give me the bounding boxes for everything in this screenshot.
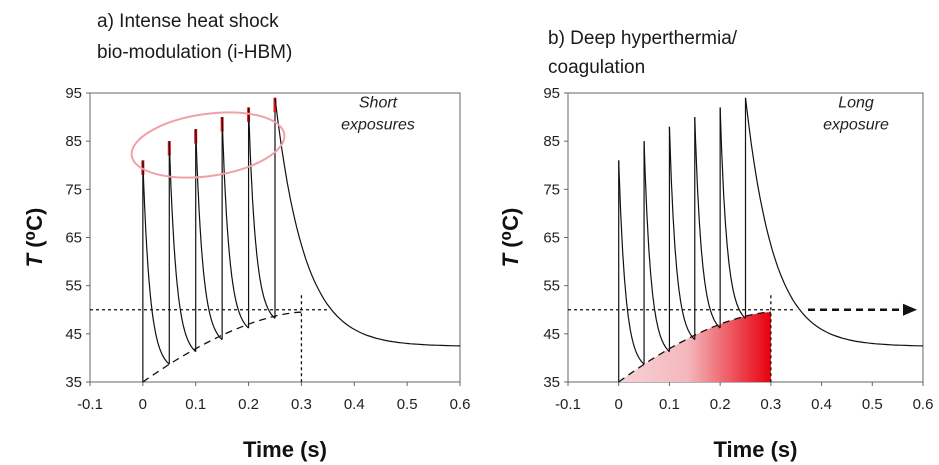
x-tick-label: 0.3	[291, 396, 312, 413]
y-tick-label: 75	[65, 181, 82, 198]
x-tick-label: -0.1	[555, 396, 581, 413]
x-tick-label: -0.1	[77, 396, 103, 413]
y-axis-label: T (⁰C)	[22, 208, 47, 268]
coagulation-area	[618, 312, 771, 382]
x-tick-label: 0	[139, 396, 147, 413]
panel-b-chart: b) Deep hyperthermia/coagulation 35 45 55 65…	[498, 28, 933, 462]
envelope-curve	[142, 311, 302, 383]
y-tick-label: 35	[543, 374, 560, 391]
annotation-line-2: exposures	[341, 116, 415, 133]
pulse-decay	[274, 97, 461, 347]
y-tick-label: 85	[543, 133, 560, 150]
x-tick-label: 0.1	[659, 396, 680, 413]
pulse-decay	[618, 160, 645, 365]
y-tick-label: 65	[543, 230, 560, 247]
y-tick-label: 85	[65, 133, 82, 150]
long-exposure-arrowhead	[903, 303, 917, 316]
y-tick-label: 55	[65, 278, 82, 295]
pulse-decay	[142, 160, 170, 365]
pulse-decay	[668, 126, 696, 341]
x-axis-label: Time (s)	[243, 437, 327, 462]
y-tick-label: 95	[65, 85, 82, 102]
y-tick-label: 65	[65, 230, 82, 247]
x-axis-label: Time (s)	[714, 437, 798, 462]
panel-a-chart: a) Intense heat shock bio-modulation (i-H…	[22, 11, 470, 462]
pulse-decay	[694, 117, 721, 329]
x-tick-label: 0.1	[185, 396, 206, 413]
pulse-decay	[643, 141, 670, 353]
pulse-decay	[719, 107, 746, 319]
pulse-decay	[221, 117, 249, 329]
y-tick-label: 45	[65, 326, 82, 343]
x-tick-label: 0.6	[913, 396, 934, 413]
y-axis-label: T (⁰C)	[498, 208, 523, 268]
chart-title-line-1: b) Deep hyperthermia/	[548, 28, 738, 49]
pulse-decay	[247, 107, 276, 319]
x-tick-label: 0.2	[238, 396, 259, 413]
annotation-line-1: Long	[838, 94, 874, 111]
x-tick-label: 0.2	[710, 396, 731, 413]
chart-title-line-2: bio-modulation (i-HBM)	[97, 42, 292, 63]
y-tick-label: 55	[543, 278, 560, 295]
chart-title-line-2: coagulation	[548, 57, 645, 78]
x-tick-label: 0.5	[397, 396, 418, 413]
x-tick-label: 0.4	[344, 396, 365, 413]
x-tick-label: 0.6	[450, 396, 471, 413]
pulse-decay	[744, 97, 924, 347]
pulse-decay	[168, 141, 197, 353]
chart-title-line-1: a) Intense heat shock	[97, 11, 279, 32]
x-tick-label: 0	[615, 396, 623, 413]
pulse-decay	[195, 129, 223, 341]
x-tick-label: 0.4	[811, 396, 832, 413]
peak-highlight-ellipse	[130, 111, 286, 179]
y-tick-label: 95	[543, 85, 560, 102]
annotation-line-1: Short	[359, 94, 398, 111]
x-tick-label: 0.5	[862, 396, 883, 413]
y-tick-label: 35	[65, 374, 82, 391]
x-tick-label: 0.3	[760, 396, 781, 413]
y-tick-label: 45	[543, 326, 560, 343]
y-tick-label: 75	[543, 181, 560, 198]
envelope-curve	[618, 311, 771, 383]
annotation-line-2: exposure	[823, 116, 889, 133]
